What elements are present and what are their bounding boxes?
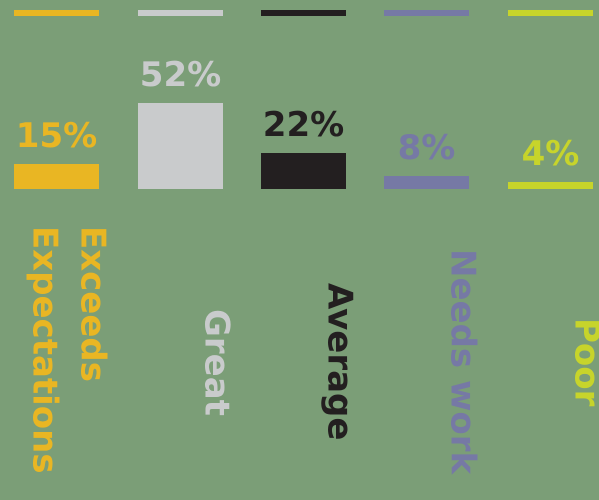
value-label: 4% xyxy=(521,134,580,175)
value-label: 22% xyxy=(262,104,345,145)
bar xyxy=(508,182,593,189)
category-label: Needs work xyxy=(367,226,487,498)
category-text: Average xyxy=(319,283,360,441)
value-label: 15% xyxy=(15,116,98,157)
color-cap xyxy=(508,10,593,16)
category-text: Great xyxy=(196,308,237,416)
category-text: Exceeds Expectations xyxy=(24,226,113,474)
category-label: Great xyxy=(121,226,241,498)
bar xyxy=(14,164,99,189)
color-cap xyxy=(14,10,99,16)
value-label: 52% xyxy=(139,55,222,95)
value-label: 8% xyxy=(397,127,456,168)
category-label: Poor xyxy=(491,226,599,498)
color-cap xyxy=(261,10,346,16)
color-cap xyxy=(138,10,223,16)
category-text: Poor xyxy=(566,317,599,407)
color-cap xyxy=(384,10,469,16)
category-text: Needs work xyxy=(442,249,483,475)
bar xyxy=(384,175,469,189)
category-label: Average xyxy=(244,226,364,498)
category-label: Exceeds Expectations xyxy=(0,226,117,498)
bar xyxy=(138,103,223,189)
bar xyxy=(261,152,346,189)
